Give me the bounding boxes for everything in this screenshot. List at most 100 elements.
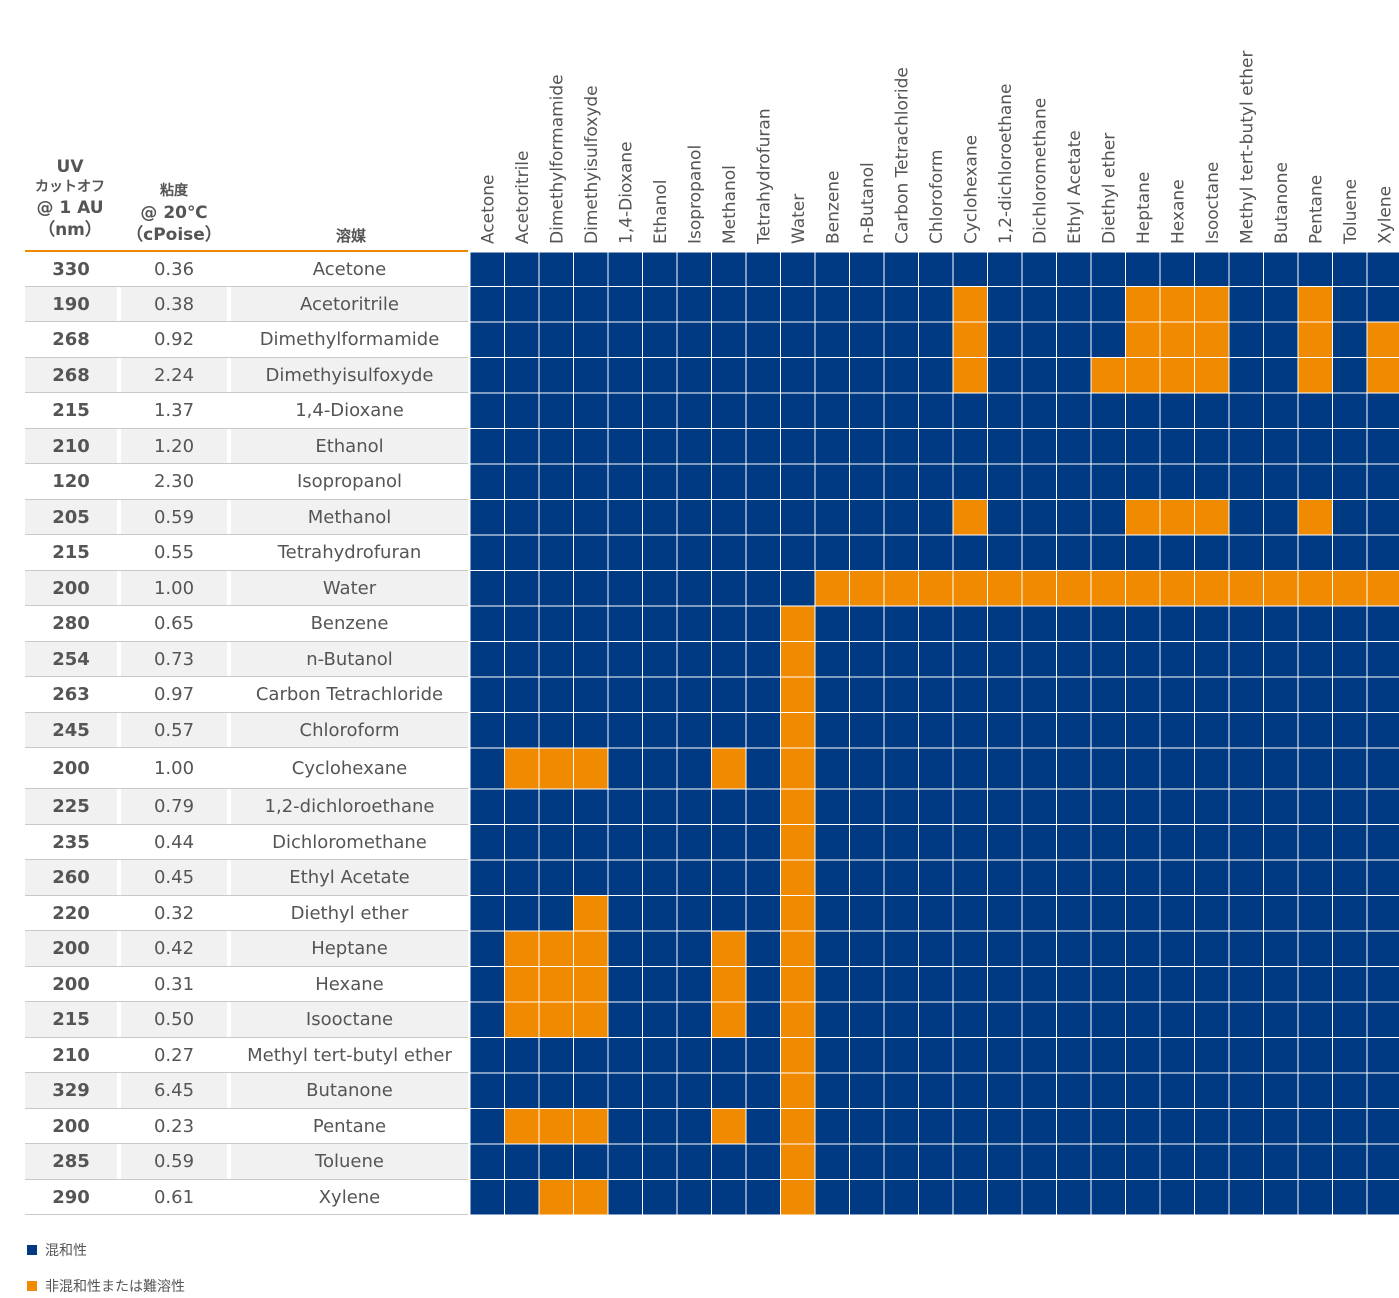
matrix-cell-isooctane-isopropanol (676, 1001, 712, 1038)
viscosity-header-line-2: @ 20℃ (140, 203, 208, 223)
matrix-cell-tetrahydrofuran-n-butanol (849, 534, 885, 571)
matrix-cell-dichloromethane-butanone (1263, 824, 1299, 861)
matrix-cell-heptane-cyclohexane (952, 930, 988, 967)
matrix-cell-1-2-dichloroethane-ethanol (642, 788, 678, 825)
matrix-cell-diethyl-ether-acetone (469, 895, 505, 932)
matrix-cell-chloroform-dimethyisulfoxyde (573, 712, 609, 749)
matrix-cell-acetoritrile-ethyl-acetate (1056, 286, 1092, 323)
solvent-name: Cyclohexane (291, 758, 408, 779)
matrix-cell-water-ethanol (642, 570, 678, 607)
matrix-cell-pentane-ethyl-acetate (1056, 1108, 1092, 1145)
matrix-cell-carbon-tetrachloride-chloroform (918, 676, 954, 713)
column-gap (117, 606, 121, 642)
matrix-cell-cyclohexane-acetone (469, 747, 505, 790)
matrix-cell-heptane-tetrahydrofuran (745, 930, 781, 967)
table-row: 205 0.59 Methanol (25, 499, 468, 535)
matrix-cell-methyl-tert-butyl-ether-isooctane (1194, 1037, 1230, 1074)
table-row: 210 0.27 Methyl tert-butyl ether (25, 1037, 468, 1073)
matrix-cell-1-4-dioxane-methyl-tert-butyl-ether (1228, 392, 1264, 429)
solvent-name: Pentane (312, 1115, 387, 1137)
matrix-cell-isopropanol-dimethylformamide (538, 463, 574, 500)
matrix-cell-water-cyclohexane (952, 570, 988, 607)
matrix-cell-carbon-tetrachloride-methyl-tert-butyl-ether (1228, 676, 1264, 713)
matrix-cell-acetoritrile-1-2-dichloroethane (987, 286, 1023, 323)
matrix-cell-methyl-tert-butyl-ether-isopropanol (676, 1037, 712, 1074)
matrix-cell-ethyl-acetate-xylene (1366, 859, 1399, 896)
matrix-cell-acetone-hexane (1159, 251, 1195, 287)
uv-cutoff-value: 268 (52, 329, 90, 351)
column-gap (227, 1108, 231, 1144)
matrix-cell-pentane-acetoritrile (504, 1108, 540, 1145)
matrix-cell-xylene-1-2-dichloroethane (987, 1179, 1023, 1216)
matrix-cell-tetrahydrofuran-chloroform (918, 534, 954, 571)
column-gap (117, 677, 121, 713)
matrix-cell-dimethyisulfoxyde-chloroform (918, 357, 954, 394)
matrix-cell-water-methyl-tert-butyl-ether (1228, 570, 1264, 607)
matrix-cell-acetone-isopropanol (676, 251, 712, 287)
matrix-cell-heptane-1-4-dioxane (607, 930, 643, 967)
matrix-cell-pentane-diethyl-ether (1090, 1108, 1126, 1145)
column-gap (227, 570, 231, 606)
matrix-cell-diethyl-ether-cyclohexane (952, 895, 988, 932)
matrix-cell-ethanol-toluene (1332, 428, 1368, 465)
matrix-cell-dimethyisulfoxyde-carbon-tetrachloride (883, 357, 919, 394)
column-gap (227, 748, 231, 789)
matrix-cell-1-2-dichloroethane-methyl-tert-butyl-ether (1228, 788, 1264, 825)
matrix-cell-xylene-dimethylformamide (538, 1179, 574, 1216)
uv-cutoff-value: 215 (52, 542, 90, 564)
row-separator (25, 463, 468, 464)
matrix-cell-methyl-tert-butyl-ether-chloroform (918, 1037, 954, 1074)
matrix-cell-dimethylformamide-toluene (1332, 321, 1368, 358)
column-gap (117, 570, 121, 606)
column-gap (227, 357, 231, 393)
column-label: Carbon Tetrachloride (892, 67, 912, 244)
matrix-cell-isopropanol-diethyl-ether (1090, 463, 1126, 500)
matrix-cell-n-butanol-hexane (1159, 641, 1195, 678)
matrix-cell-xylene-n-butanol (849, 1179, 885, 1216)
matrix-cell-1-4-dioxane-water (780, 392, 816, 429)
matrix-cell-diethyl-ether-pentane (1297, 895, 1333, 932)
matrix-cell-hexane-water (780, 966, 816, 1003)
matrix-cell-isopropanol-heptane (1125, 463, 1161, 500)
matrix-cell-chloroform-dimethylformamide (538, 712, 574, 749)
matrix-cell-dichloromethane-dichloromethane (1021, 824, 1057, 861)
column-gap (117, 1108, 121, 1144)
matrix-cell-dimethyisulfoxyde-tetrahydrofuran (745, 357, 781, 394)
table-row: 263 0.97 Carbon Tetrachloride (25, 677, 468, 713)
matrix-cell-pentane-carbon-tetrachloride (883, 1108, 919, 1145)
solvent-name: Ethyl Acetate (289, 867, 410, 889)
matrix-cell-acetoritrile-toluene (1332, 286, 1368, 323)
column-gap (227, 606, 231, 642)
matrix-cell-toluene-carbon-tetrachloride (883, 1143, 919, 1180)
matrix-cell-butanone-water (780, 1072, 816, 1109)
matrix-cell-benzene-chloroform (918, 605, 954, 642)
matrix-cell-isooctane-toluene (1332, 1001, 1368, 1038)
uv-cutoff-value: 254 (52, 648, 90, 670)
matrix-cell-pentane-cyclohexane (952, 1108, 988, 1145)
matrix-cell-dichloromethane-dimethylformamide (538, 824, 574, 861)
matrix-cell-methanol-diethyl-ether (1090, 499, 1126, 536)
column-gap (117, 824, 121, 860)
table-row: 225 0.79 1,2-dichloroethane (25, 789, 468, 825)
matrix-cell-tetrahydrofuran-dimethylformamide (538, 534, 574, 571)
column-label: Benzene (823, 170, 843, 244)
matrix-cell-water-n-butanol (849, 570, 885, 607)
matrix-cell-heptane-benzene (814, 930, 850, 967)
solvent-name: Toluene (315, 1151, 384, 1173)
matrix-cell-methyl-tert-butyl-ether-carbon-tetrachloride (883, 1037, 919, 1074)
matrix-cell-1-4-dioxane-cyclohexane (952, 392, 988, 429)
matrix-cell-methanol-hexane (1159, 499, 1195, 536)
matrix-cell-cyclohexane-methyl-tert-butyl-ether (1228, 747, 1264, 790)
matrix-cell-diethyl-ether-n-butanol (849, 895, 885, 932)
matrix-cell-methanol-benzene (814, 499, 850, 536)
matrix-cell-hexane-diethyl-ether (1090, 966, 1126, 1003)
matrix-cell-heptane-isooctane (1194, 930, 1230, 967)
matrix-cell-acetoritrile-chloroform (918, 286, 954, 323)
matrix-cell-diethyl-ether-tetrahydrofuran (745, 895, 781, 932)
row-separator (25, 321, 468, 322)
matrix-cell-hexane-hexane (1159, 966, 1195, 1003)
matrix-cell-ethyl-acetate-cyclohexane (952, 859, 988, 896)
uv-cutoff-value: 329 (52, 1080, 90, 1102)
matrix-cell-isopropanol-dimethyisulfoxyde (573, 463, 609, 500)
matrix-cell-dimethyisulfoxyde-n-butanol (849, 357, 885, 394)
